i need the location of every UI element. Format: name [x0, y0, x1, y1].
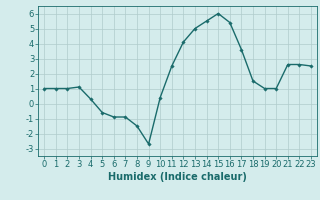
- X-axis label: Humidex (Indice chaleur): Humidex (Indice chaleur): [108, 172, 247, 182]
